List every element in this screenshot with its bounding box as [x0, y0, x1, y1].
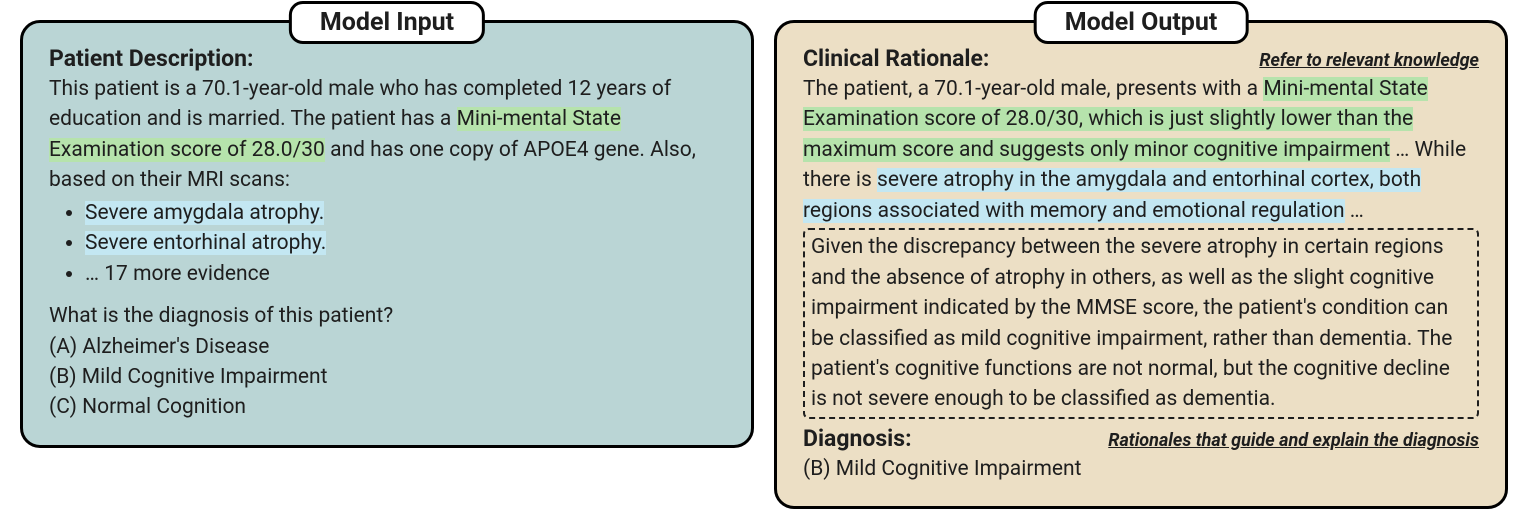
evidence-text: … 17 more evidence	[85, 262, 270, 286]
patient-description-header: Patient Description:	[49, 45, 725, 72]
answer-options: (A) Alzheimer's Disease (B) Mild Cogniti…	[49, 332, 725, 423]
option-b: (B) Mild Cognitive Impairment	[49, 362, 725, 392]
patient-description-text: This patient is a 70.1-year-old male who…	[49, 74, 725, 196]
diagnosis-answer: (B) Mild Cognitive Impairment	[803, 454, 1479, 484]
clinical-rationale-header: Clinical Rationale:	[803, 45, 989, 72]
evidence-item: … 17 more evidence	[85, 259, 725, 289]
annotation-top: Refer to relevant knowledge	[1259, 50, 1479, 71]
model-output-panel: Model Output Clinical Rationale: Refer t…	[774, 20, 1508, 509]
evidence-item: Severe entorhinal atrophy.	[85, 228, 725, 258]
option-c: (C) Normal Cognition	[49, 392, 725, 422]
diagnosis-header: Diagnosis:	[803, 425, 912, 452]
model-input-title: Model Input	[289, 1, 485, 44]
annotation-bottom: Rationales that guide and explain the di…	[1108, 430, 1479, 451]
evidence-list: Severe amygdala atrophy. Severe entorhin…	[49, 198, 725, 289]
rationale-summary-box: Given the discrepancy between the severe…	[803, 228, 1479, 419]
model-input-panel: Model Input Patient Description: This pa…	[20, 20, 754, 448]
clinical-rationale-text: The patient, a 70.1-year-old male, prese…	[803, 74, 1479, 226]
evidence-text: Severe amygdala atrophy.	[85, 201, 324, 225]
figure-container: Model Input Patient Description: This pa…	[20, 20, 1508, 509]
evidence-text: Severe entorhinal atrophy.	[85, 231, 326, 255]
rationale-post: …	[1345, 199, 1364, 223]
diagnosis-question: What is the diagnosis of this patient?	[49, 301, 725, 331]
model-output-title: Model Output	[1034, 1, 1249, 44]
rationale-pre: The patient, a 70.1-year-old male, prese…	[803, 77, 1263, 101]
option-a: (A) Alzheimer's Disease	[49, 332, 725, 362]
evidence-item: Severe amygdala atrophy.	[85, 198, 725, 228]
rationale-highlight-blue: severe atrophy in the amygdala and entor…	[803, 168, 1421, 222]
